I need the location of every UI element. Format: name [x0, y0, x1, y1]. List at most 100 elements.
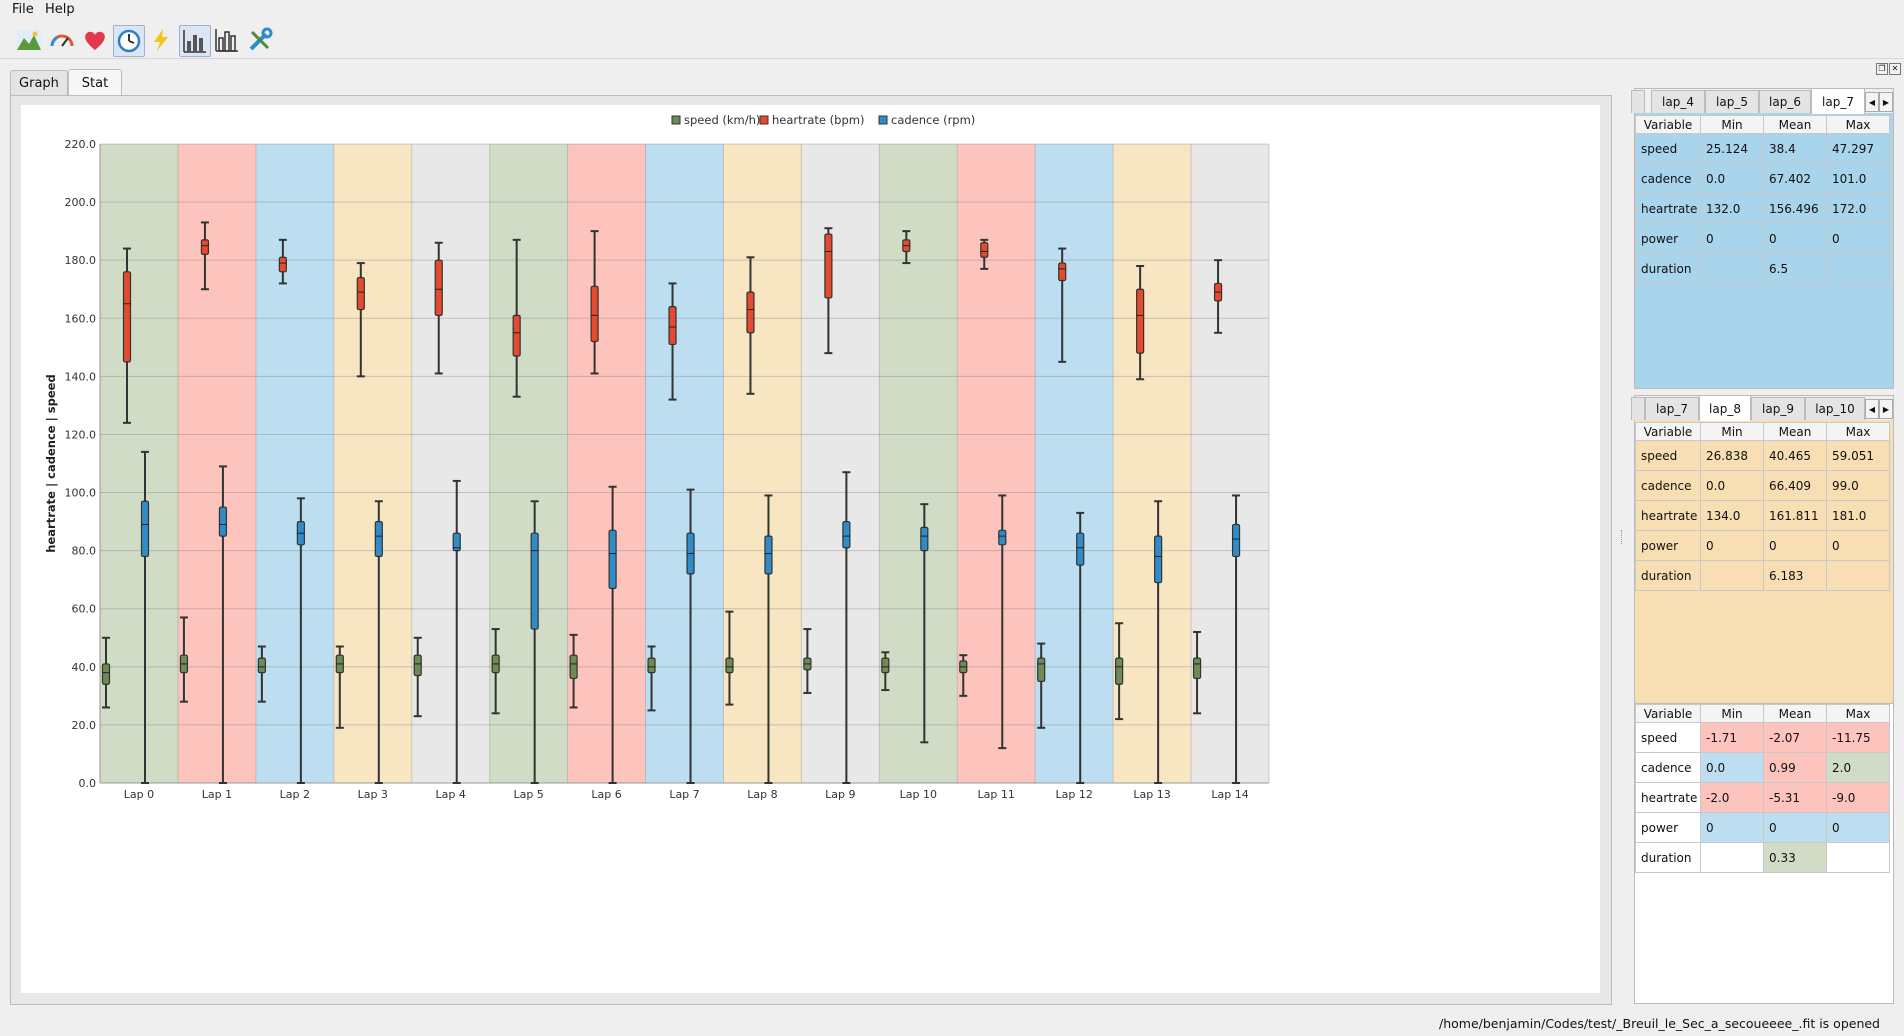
table-row: speed 25.124 38.4 47.297	[1635, 133, 1890, 164]
tab-lap-7b[interactable]: lap_7	[1645, 397, 1699, 420]
table-cell: 101.0	[1826, 163, 1890, 194]
tab-graph[interactable]: Graph	[10, 70, 68, 96]
tab-lap-4[interactable]: lap_4	[1651, 90, 1705, 113]
tab-lap-9[interactable]: lap_9	[1751, 397, 1805, 420]
table-row: duration 6.183	[1635, 560, 1890, 591]
x-tick-label: Lap 11	[978, 788, 1015, 801]
table-cell: cadence	[1635, 163, 1701, 194]
panel-1-tabs: lap_4 lap_5 lap_6 lap_7 ◀ ▶	[1631, 88, 1893, 114]
table-cell: 47.297	[1826, 133, 1890, 164]
table-cell	[1826, 560, 1890, 591]
stats-table-2: Variable Min Mean Max speed 26.838 40.465 59.05…	[1635, 422, 1890, 591]
table-cell: heartrate	[1635, 500, 1701, 531]
column-header: Max	[1826, 422, 1890, 441]
lap-band	[879, 144, 958, 783]
box-2	[764, 535, 773, 575]
box-1	[122, 271, 132, 363]
menu-file[interactable]: File	[12, 2, 34, 17]
table-cell: -2.07	[1763, 722, 1827, 753]
lap-band	[1191, 144, 1269, 783]
tab-lap-8[interactable]: lap_8	[1699, 395, 1751, 421]
box-1	[668, 306, 677, 346]
table-cell: 0	[1700, 530, 1764, 561]
legend-swatch	[878, 115, 888, 125]
table-cell: 0	[1763, 223, 1827, 254]
lap-band	[1113, 144, 1192, 783]
lap-band	[333, 144, 412, 783]
y-tick-label: 160.0	[65, 312, 97, 325]
box-0	[1037, 657, 1046, 682]
heart-icon[interactable]	[80, 25, 110, 55]
chevron-left-icon[interactable]: ◀	[1865, 92, 1879, 112]
table-cell: cadence	[1635, 752, 1701, 783]
table-cell: 99.0	[1826, 470, 1890, 501]
table-cell: power	[1635, 223, 1701, 254]
table-row: speed 26.838 40.465 59.051	[1635, 440, 1890, 471]
lightning-icon[interactable]	[146, 25, 176, 55]
table-cell: 40.465	[1763, 440, 1827, 471]
table-cell: 0.33	[1763, 842, 1827, 873]
tab-lap-6[interactable]: lap_6	[1759, 90, 1811, 113]
table-cell: 0	[1763, 812, 1827, 843]
legend-label: cadence (rpm)	[891, 113, 975, 127]
menu-help[interactable]: Help	[45, 2, 75, 17]
box-1	[590, 285, 599, 343]
panel-2-hidden-tab[interactable]	[1631, 397, 1645, 420]
box-1	[824, 233, 833, 299]
box-1	[980, 242, 989, 258]
splitter-handle[interactable]	[1621, 530, 1624, 544]
column-header: Min	[1700, 704, 1764, 723]
chevron-right-icon[interactable]: ▶	[1879, 399, 1893, 419]
x-tick-label: Lap 4	[436, 788, 466, 801]
legend-swatch	[759, 115, 769, 125]
column-header: Variable	[1635, 704, 1701, 723]
table-cell: speed	[1635, 722, 1701, 753]
tools-icon[interactable]	[245, 25, 275, 55]
lap-band	[177, 144, 256, 783]
x-tick-label: Lap 7	[669, 788, 699, 801]
y-axis-label: heartrate | cadence | speed	[44, 374, 58, 552]
chevron-left-icon[interactable]: ◀	[1865, 399, 1879, 419]
box-0	[569, 654, 578, 680]
x-tick-label: Lap 8	[747, 788, 777, 801]
status-text: /home/benjamin/Codes/test/_Breuil_le_Sec…	[1439, 1016, 1880, 1031]
dock-float-icon[interactable]: ❐	[1876, 63, 1888, 75]
table-cell: 25.124	[1700, 133, 1764, 164]
stats-panel-1: lap_4 lap_5 lap_6 lap_7 ◀ ▶ Variable Min M…	[1631, 88, 1894, 389]
column-header: Variable	[1635, 422, 1701, 441]
bar-chart-icon[interactable]	[179, 25, 211, 57]
tab-stat[interactable]: Stat	[68, 69, 122, 97]
clock-icon[interactable]	[113, 25, 145, 57]
box-2	[608, 529, 617, 589]
chevron-right-icon[interactable]: ▶	[1879, 92, 1893, 112]
table-cell: -1.71	[1700, 722, 1764, 753]
table-cell: 0.99	[1763, 752, 1827, 783]
table-cell: power	[1635, 812, 1701, 843]
landscape-icon[interactable]	[14, 25, 44, 55]
table-cell: heartrate	[1635, 193, 1701, 224]
y-tick-label: 60.0	[72, 603, 97, 616]
box-1	[278, 256, 287, 273]
tab-lap-7[interactable]: lap_7	[1811, 88, 1865, 114]
box-2	[920, 526, 929, 552]
dock-close-icon[interactable]: ✕	[1889, 63, 1901, 75]
box-plot-chart: 0.0 20.0 40.0 60.0 80.0 100.0 120.0 140.0 160.0 1…	[44, 113, 1270, 801]
box-chart-icon[interactable]	[212, 25, 242, 55]
stats-table-1: Variable Min Mean Max speed 25.124 38.4 47.297 c…	[1635, 115, 1890, 284]
box-2	[1231, 523, 1241, 558]
box-2	[1154, 535, 1163, 584]
table-row: duration 6.5	[1635, 253, 1890, 284]
box-1	[1136, 288, 1145, 354]
table-cell: 0.0	[1700, 163, 1764, 194]
y-tick-label: 80.0	[72, 545, 97, 558]
y-tick-label: 200.0	[65, 196, 97, 209]
status-bar: /home/benjamin/Codes/test/_Breuil_le_Sec…	[0, 1014, 1904, 1036]
panel-1-hidden-tab[interactable]	[1631, 90, 1645, 113]
tab-lap-5[interactable]: lap_5	[1705, 90, 1759, 113]
column-header: Mean	[1763, 115, 1827, 134]
gauge-icon[interactable]	[47, 25, 77, 55]
legend-swatch	[671, 115, 681, 125]
lap-band	[100, 144, 178, 783]
table-row: power 0 0 0	[1635, 530, 1890, 561]
tab-lap-10[interactable]: lap_10	[1805, 397, 1865, 420]
